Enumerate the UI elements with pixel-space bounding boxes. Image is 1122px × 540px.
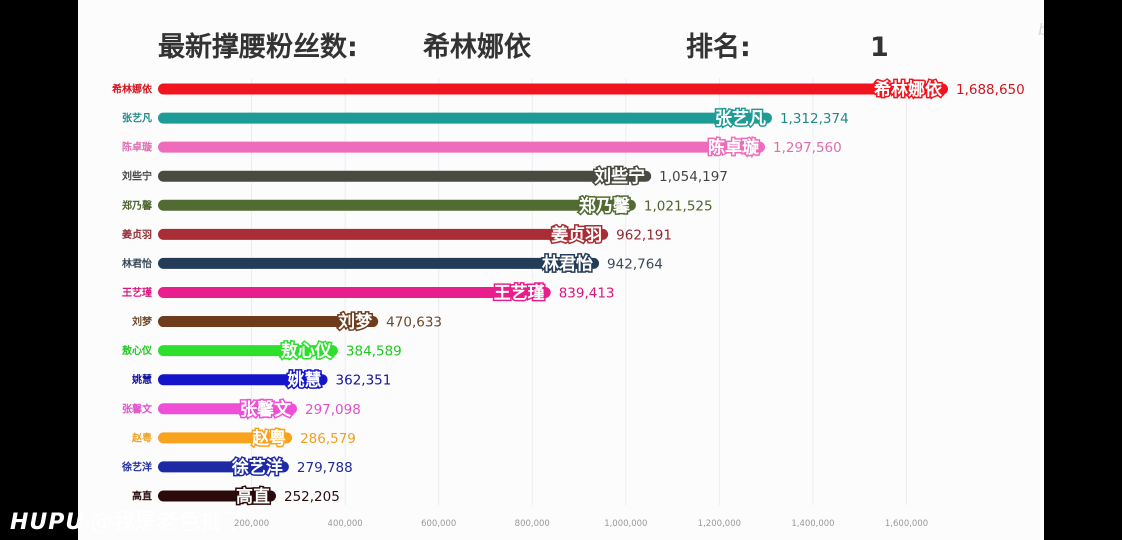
bar bbox=[158, 490, 276, 502]
value-label: 839,413 bbox=[559, 285, 615, 301]
category-label: 郑乃馨 bbox=[122, 199, 153, 212]
watermark: HUPU @我是老色批了 bbox=[10, 504, 244, 536]
x-tick-label: 1,200,000 bbox=[698, 519, 741, 529]
category-label: 张艺凡 bbox=[122, 112, 152, 125]
category-label: 林君怡 bbox=[122, 257, 152, 270]
x-tick-label: 1,400,000 bbox=[791, 519, 834, 529]
bars-layer: 希林娜依 希林娜依 1,688,650 张艺凡 张艺凡 1,312,374 陈卓璇 陈卓璇 1,… bbox=[111, 78, 1025, 509]
bar bbox=[158, 112, 772, 124]
value-label: 1,054,197 bbox=[659, 169, 728, 185]
bar-name-label: 张馨文 bbox=[240, 399, 292, 420]
bar bbox=[158, 461, 289, 473]
x-tick-label: 200,000 bbox=[234, 519, 269, 529]
x-axis: 200,000 400,000 600,000 800,000 1,000,000 1,2… bbox=[234, 519, 928, 529]
bar-name-label: 赵粤 bbox=[251, 428, 286, 449]
bar-name-label: 姚慧 bbox=[287, 370, 322, 391]
watermark-handle: @我是老色批了 bbox=[90, 510, 245, 535]
bar bbox=[158, 199, 636, 211]
category-label: 姜贞羽 bbox=[122, 228, 152, 241]
bar-name-label: 林君怡 bbox=[542, 253, 593, 274]
x-tick-label: 400,000 bbox=[328, 519, 363, 529]
category-label: 刘些宁 bbox=[122, 170, 152, 183]
bar-name-label: 刘些宁 bbox=[594, 166, 645, 187]
value-label: 470,633 bbox=[386, 315, 442, 331]
bar-name-label: 敖心仪 bbox=[281, 341, 333, 362]
leader-name: 希林娜依 bbox=[423, 32, 532, 63]
rank-label: 排名: bbox=[686, 31, 751, 63]
category-label: 姚慧 bbox=[131, 373, 152, 386]
category-label: 陈卓璇 bbox=[122, 141, 153, 154]
value-label: 286,579 bbox=[300, 431, 356, 447]
category-label: 希林娜依 bbox=[111, 83, 153, 96]
value-label: 279,788 bbox=[297, 460, 353, 476]
bar-name-label: 高直 bbox=[236, 486, 270, 507]
bar-name-label: 刘梦 bbox=[338, 312, 373, 333]
value-label: 384,589 bbox=[346, 344, 402, 360]
bar bbox=[158, 345, 338, 357]
watermark-brand: HUPU bbox=[10, 510, 85, 535]
value-label: 1,021,525 bbox=[644, 198, 713, 214]
category-label: 张馨文 bbox=[122, 402, 153, 415]
bar-name-label: 陈卓璇 bbox=[708, 137, 759, 158]
bar bbox=[158, 432, 293, 444]
bar bbox=[158, 286, 551, 298]
value-label: 1,688,650 bbox=[956, 82, 1025, 98]
value-label: 1,297,560 bbox=[773, 140, 842, 156]
value-label: 962,191 bbox=[616, 227, 672, 243]
bar-name-label: 张艺凡 bbox=[715, 108, 766, 129]
bar bbox=[158, 316, 379, 328]
bar bbox=[158, 141, 766, 153]
bar bbox=[158, 228, 609, 240]
video-frame: 最新撑腰粉丝数: 希林娜依 排名: 1 希林娜依 希林娜依 1,688,650 张艺凡… bbox=[78, 0, 1044, 540]
x-tick-label: 1,600,000 bbox=[885, 519, 928, 529]
x-tick-label: 1,000,000 bbox=[604, 519, 647, 529]
bar-name-label: 姜贞羽 bbox=[551, 224, 602, 245]
bar bbox=[158, 403, 297, 415]
bar-chart: 最新撑腰粉丝数: 希林娜依 排名: 1 希林娜依 希林娜依 1,688,650张艺凡… bbox=[111, 31, 1025, 529]
bar-name-label: 希林娜依 bbox=[874, 79, 943, 100]
value-label: 252,205 bbox=[284, 489, 340, 505]
value-label: 1,312,374 bbox=[780, 111, 849, 127]
category-label: 赵粤 bbox=[131, 431, 152, 444]
bilibili-logo: bilibili bbox=[1038, 20, 1044, 39]
category-label: 徐艺洋 bbox=[121, 460, 152, 473]
bar bbox=[158, 83, 948, 95]
value-label: 942,764 bbox=[607, 256, 663, 272]
value-label: 362,351 bbox=[336, 373, 392, 389]
category-label: 刘梦 bbox=[132, 315, 153, 328]
x-tick-label: 800,000 bbox=[515, 519, 550, 529]
bar-name-label: 王艺瑾 bbox=[494, 282, 545, 303]
chart-header: 最新撑腰粉丝数: 希林娜依 排名: 1 bbox=[158, 31, 889, 63]
bar-name-label: 徐艺洋 bbox=[231, 457, 283, 478]
bar bbox=[158, 170, 652, 182]
rank-value: 1 bbox=[870, 32, 889, 63]
category-label: 敖心仪 bbox=[122, 344, 153, 357]
category-label: 高直 bbox=[132, 489, 152, 502]
category-label: 王艺瑾 bbox=[122, 286, 152, 299]
value-label: 297,098 bbox=[305, 402, 361, 418]
bar bbox=[158, 374, 328, 386]
bar bbox=[158, 257, 600, 269]
bar-name-label: 郑乃馨 bbox=[579, 195, 631, 216]
fans-label: 最新撑腰粉丝数: bbox=[158, 31, 358, 63]
x-tick-label: 600,000 bbox=[421, 519, 456, 529]
